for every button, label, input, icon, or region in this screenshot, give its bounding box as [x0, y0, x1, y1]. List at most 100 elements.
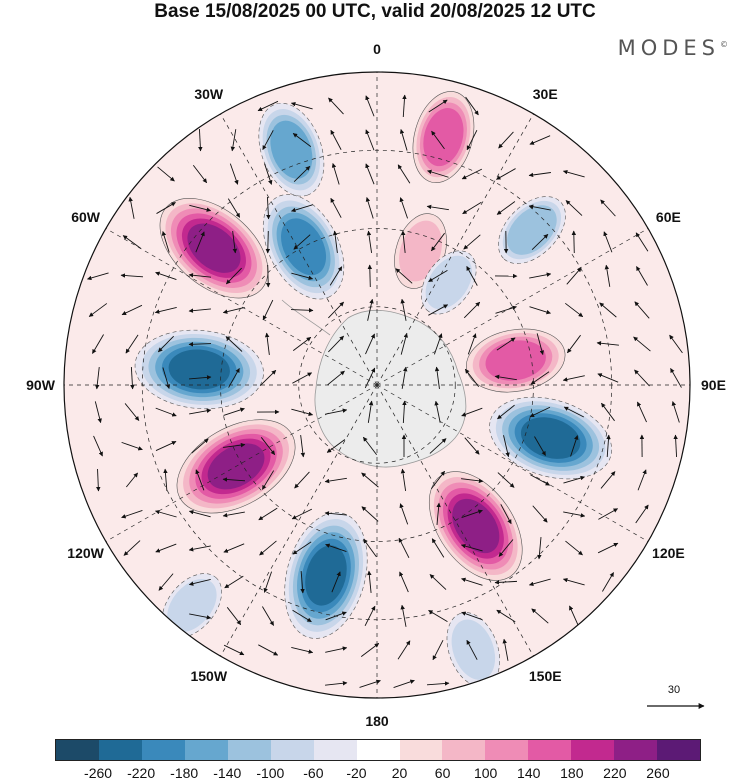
wind-vector: [292, 133, 312, 147]
wind-vector: [528, 204, 551, 211]
wind-vector: [155, 543, 177, 553]
wind-vector: [330, 129, 342, 150]
wind-vector: [154, 509, 177, 518]
wind-vector: [400, 298, 407, 321]
contour-level: [520, 417, 581, 459]
wind-vector: [259, 540, 277, 556]
wind-vector: [634, 301, 650, 319]
wind-vector: [606, 434, 611, 458]
wind-vector: [192, 165, 208, 184]
wind-vector: [121, 510, 143, 519]
wind-vector: [395, 268, 413, 284]
wind-vector: [432, 640, 444, 661]
wind-vector: [94, 401, 102, 424]
wind-vector: [397, 164, 411, 184]
wind-vector: [226, 267, 242, 285]
colorbar: [55, 739, 701, 761]
wind-vector: [121, 304, 143, 316]
wind-vector: [123, 540, 141, 556]
wind-vector: [261, 470, 275, 490]
reference-vector-label: 30: [667, 684, 681, 696]
wind-vector: [257, 100, 279, 112]
wind-vector: [603, 231, 613, 253]
colorbar-tick-label: 100: [473, 765, 498, 781]
contour-level: [168, 349, 230, 390]
wind-vector: [223, 644, 245, 656]
colorbar-segment: [614, 740, 658, 760]
wind-vector: [500, 504, 512, 525]
wind-vector: [88, 303, 108, 317]
wind-vector: [634, 369, 650, 387]
colorbar-segment: [313, 740, 357, 760]
wind-vector: [92, 334, 104, 354]
wind-vector: [597, 542, 619, 554]
wind-vector: [367, 570, 372, 593]
colorbar-segment: [485, 740, 529, 760]
negative-anomaly-center: [284, 512, 368, 639]
longitude-label: 150W: [190, 668, 228, 685]
wind-vector: [503, 435, 510, 458]
latitude-circle: [220, 228, 534, 542]
wind-vector: [461, 407, 483, 417]
wind-vector: [367, 264, 373, 288]
wind-vector: [463, 301, 481, 319]
wind-vector: [431, 470, 445, 490]
wind-vector: [292, 609, 312, 623]
wind-vector: [633, 336, 651, 352]
wind-vector: [431, 130, 445, 150]
wind-vector: [291, 647, 314, 654]
wind-vector: [329, 266, 343, 286]
wind-vector: [496, 168, 516, 180]
colorbar-segment: [442, 740, 486, 760]
colorbar-tick-label: -140: [213, 765, 242, 781]
wind-vector: [563, 475, 585, 484]
wind-vector: [128, 196, 135, 219]
wind-vector: [265, 264, 271, 288]
wind-vector: [365, 129, 375, 151]
wind-vector: [562, 577, 585, 586]
wind-vector: [266, 196, 271, 220]
contour-level: [452, 498, 500, 554]
wind-vector: [188, 578, 211, 586]
wind-vector: [427, 169, 449, 178]
colorbar-tick-label: -180: [170, 765, 199, 781]
wind-vector: [122, 235, 142, 249]
wind-vector: [460, 543, 483, 552]
wind-vector: [195, 469, 205, 491]
wind-vector: [325, 543, 347, 552]
wind-vector: [635, 504, 649, 524]
longitude-label: 60E: [655, 208, 681, 225]
wind-vector: [155, 441, 177, 451]
wind-vector: [222, 477, 246, 482]
brand-mark: ©: [720, 40, 728, 49]
wind-vector: [258, 644, 279, 656]
wind-vector: [328, 301, 344, 319]
wind-vector: [191, 438, 209, 454]
wind-vector: [496, 201, 516, 215]
wind-vector: [189, 613, 212, 620]
wind-vector: [293, 234, 311, 250]
colorbar-segment: [227, 740, 271, 760]
wind-vector: [498, 131, 514, 149]
wind-vector: [495, 305, 517, 314]
wind-vector: [324, 477, 347, 484]
wind-vector: [361, 472, 379, 488]
colorbar-segment: [356, 740, 400, 760]
wind-vector: [669, 334, 683, 354]
wind-vector: [464, 368, 480, 387]
wind-vector: [401, 230, 406, 253]
contour-level: [305, 545, 347, 606]
wind-vector: [562, 169, 585, 178]
wind-vector: [565, 200, 583, 216]
wind-vector: [399, 129, 408, 151]
wind-vector: [222, 306, 245, 314]
wind-vector: [673, 434, 678, 458]
graticule: [64, 72, 690, 698]
wind-vector: [429, 438, 447, 454]
wind-vector: [290, 308, 314, 313]
wind-vector: [367, 400, 374, 423]
wind-vector: [670, 368, 682, 388]
wind-vector: [232, 231, 238, 254]
wind-vector: [399, 197, 408, 219]
